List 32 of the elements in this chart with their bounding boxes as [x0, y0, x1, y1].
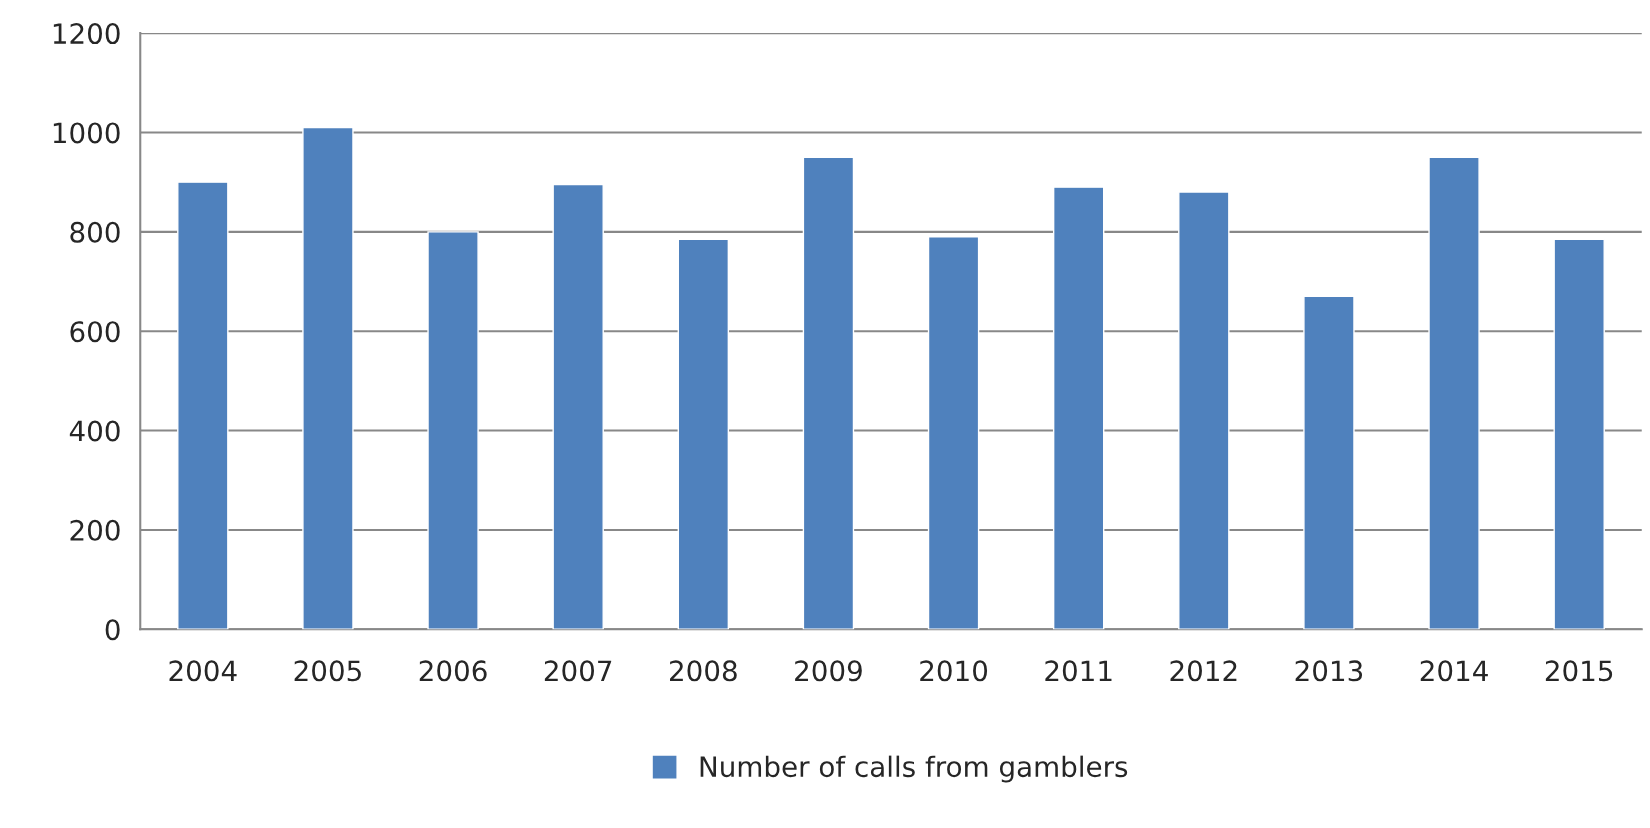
bar [1178, 191, 1230, 630]
y-tick-label: 1000 [53, 122, 120, 144]
y-tick-label: 800 [70, 221, 120, 243]
x-tick-label: 2012 [1170, 660, 1237, 682]
bar [427, 231, 479, 630]
y-tick-label: 600 [70, 321, 120, 343]
x-tick-label: 2013 [1295, 660, 1363, 682]
bar [1303, 295, 1355, 630]
bar [802, 156, 855, 630]
x-tick-label: 2010 [920, 660, 988, 682]
bar [1428, 156, 1480, 630]
x-tick-label: 2004 [169, 660, 237, 682]
y-tick-label: 200 [70, 519, 120, 541]
x-tick-label: 2007 [544, 660, 612, 682]
bar [677, 238, 730, 630]
bar [1553, 238, 1605, 630]
y-tick-label: 1200 [53, 23, 120, 45]
x-tick-label: 2009 [795, 660, 862, 682]
y-tick-label: 400 [69, 420, 120, 442]
x-tick-label: 2006 [419, 660, 487, 682]
x-tick-label: 2015 [1545, 660, 1613, 682]
x-tick-label: 2008 [670, 660, 737, 682]
bar [552, 183, 604, 630]
x-tick-label: 2005 [294, 660, 361, 682]
bar [927, 236, 980, 630]
x-tick-label: 2011 [1045, 660, 1112, 682]
bar [302, 126, 354, 630]
y-tick-label: 0 [105, 619, 120, 641]
bar [177, 181, 229, 630]
bar [1052, 186, 1105, 630]
legend-label: Number of calls from gamblers [700, 755, 1128, 783]
x-tick-label: 2014 [1420, 660, 1488, 682]
